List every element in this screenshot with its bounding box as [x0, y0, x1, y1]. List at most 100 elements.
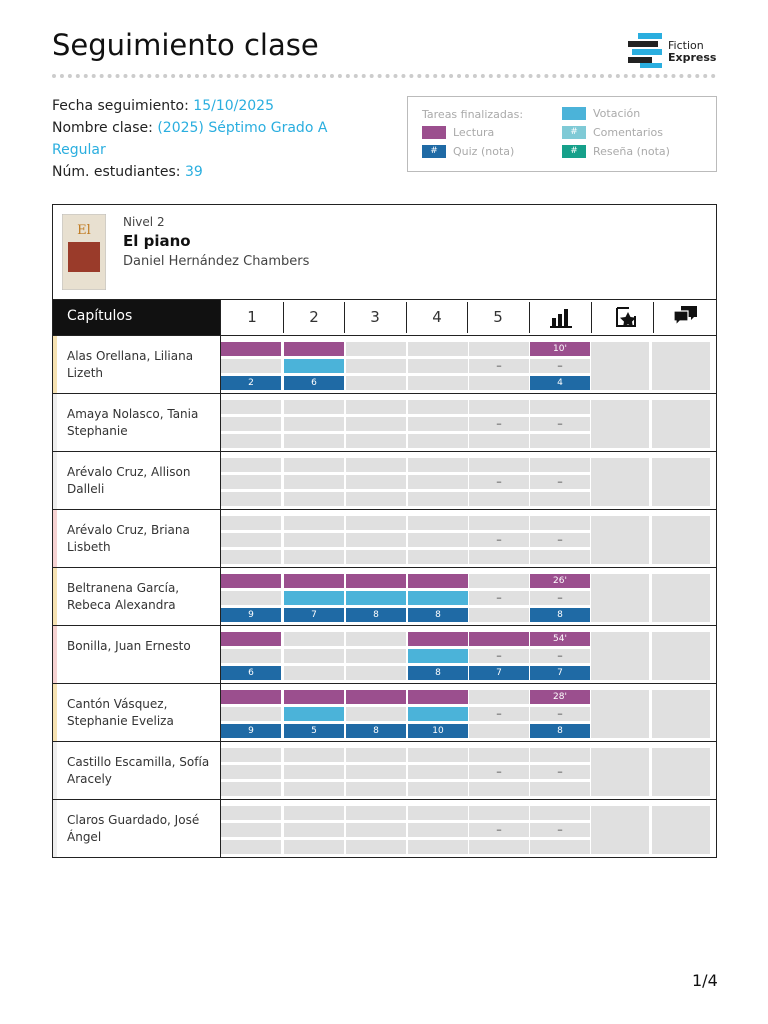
quiz-cell	[469, 608, 529, 622]
reading-cell	[284, 516, 344, 530]
quiz-cell	[221, 782, 281, 796]
legend-swatch	[562, 107, 586, 120]
reading-cell	[221, 400, 281, 414]
quiz-cell	[469, 434, 529, 448]
avg-cell	[530, 840, 590, 854]
reading-cell	[221, 690, 281, 704]
quiz-cell	[221, 492, 281, 506]
reading-cell	[469, 574, 529, 588]
review-cell	[591, 806, 649, 854]
reading-cell	[408, 574, 468, 588]
reading-cell	[346, 632, 406, 646]
reading-cell	[346, 458, 406, 472]
reading-cell	[346, 806, 406, 820]
comments-cell	[652, 632, 710, 680]
row-stripe	[53, 452, 57, 509]
avg-cell: 7	[530, 666, 590, 680]
table: El Nivel 2 El piano Daniel Hernández Cha…	[52, 204, 717, 858]
quiz-cell	[221, 550, 281, 564]
svg-text:El: El	[77, 223, 91, 238]
title: Seguimiento clase	[52, 28, 319, 62]
quiz-cell	[284, 666, 344, 680]
review-icon	[616, 307, 636, 327]
stats-icon	[550, 309, 572, 328]
reading-cell	[346, 342, 406, 356]
quiz-cell	[408, 840, 468, 854]
vote-cell	[346, 591, 406, 605]
quiz-cell	[408, 376, 468, 390]
row-stripe	[53, 568, 57, 625]
vote-cell	[408, 823, 468, 837]
chapter-number: 1	[247, 308, 257, 326]
legend-swatch	[422, 126, 446, 139]
legend: Tareas finalizadas: Lectura # Quiz (nota) V…	[407, 96, 717, 172]
quiz-cell: 8	[408, 608, 468, 622]
vote-cell	[408, 359, 468, 373]
vote-cell	[284, 475, 344, 489]
value: 39	[184, 164, 203, 180]
legend-swatch: #	[422, 145, 446, 158]
time-cell: 28'	[530, 690, 590, 704]
reading-cell	[284, 458, 344, 472]
vote-cell	[221, 591, 281, 605]
vote-cell	[284, 359, 344, 373]
legend-title: Tareas finalizadas:	[422, 108, 524, 121]
logo-icon	[628, 33, 662, 68]
book-cover: El	[62, 214, 106, 290]
reading-cell	[408, 632, 468, 646]
reading-cell	[284, 632, 344, 646]
row-rule	[53, 393, 716, 394]
col-divider	[406, 302, 407, 333]
label: Fecha seguimiento:	[52, 98, 189, 114]
info-line: Fecha seguimiento: 15/10/2025	[52, 95, 372, 117]
review-cell	[591, 690, 649, 738]
comments-cell	[652, 690, 710, 738]
review-cell	[591, 516, 649, 564]
vote-cell: –	[469, 765, 529, 779]
vote-cell	[346, 823, 406, 837]
vote-cell	[221, 533, 281, 547]
quiz-cell: 5	[284, 724, 344, 738]
quiz-cell	[469, 724, 529, 738]
avg-cell	[530, 434, 590, 448]
reading-cell	[284, 574, 344, 588]
quiz-cell	[469, 782, 529, 796]
row-stripe	[53, 800, 57, 857]
vote-cell	[284, 707, 344, 721]
quiz-cell: 8	[346, 608, 406, 622]
vote-cell	[346, 649, 406, 663]
reading-cell	[284, 342, 344, 356]
votes-cell: –	[530, 533, 590, 547]
avg-cell: 8	[530, 724, 590, 738]
col-divider	[529, 302, 530, 333]
row-rule	[53, 451, 716, 452]
time-cell	[530, 806, 590, 820]
votes-cell: –	[530, 475, 590, 489]
row-rule	[53, 509, 716, 510]
value: 15/10/2025	[193, 98, 274, 114]
vote-cell	[408, 475, 468, 489]
row-stripe	[53, 684, 57, 741]
time-cell: 10'	[530, 342, 590, 356]
quiz-cell	[408, 550, 468, 564]
quiz-cell: 9	[221, 608, 281, 622]
vote-cell	[221, 823, 281, 837]
legend-label: Reseña (nota)	[593, 145, 670, 158]
reading-cell	[469, 690, 529, 704]
quiz-cell	[469, 492, 529, 506]
label: Núm. estudiantes:	[52, 164, 181, 180]
vote-cell: –	[469, 591, 529, 605]
row-stripe	[53, 626, 57, 683]
quiz-cell	[346, 376, 406, 390]
vote-cell: –	[469, 823, 529, 837]
reading-cell	[221, 806, 281, 820]
book-author: Daniel Hernández Chambers	[123, 254, 310, 269]
reading-cell	[469, 806, 529, 820]
col-divider	[591, 302, 592, 333]
reading-cell	[408, 806, 468, 820]
col-divider	[283, 302, 284, 333]
student-name: Bonilla, Juan Ernesto	[67, 639, 191, 653]
student-name: Castillo Escamilla, Sofía Aracely	[67, 755, 210, 786]
comments-cell	[652, 748, 710, 796]
